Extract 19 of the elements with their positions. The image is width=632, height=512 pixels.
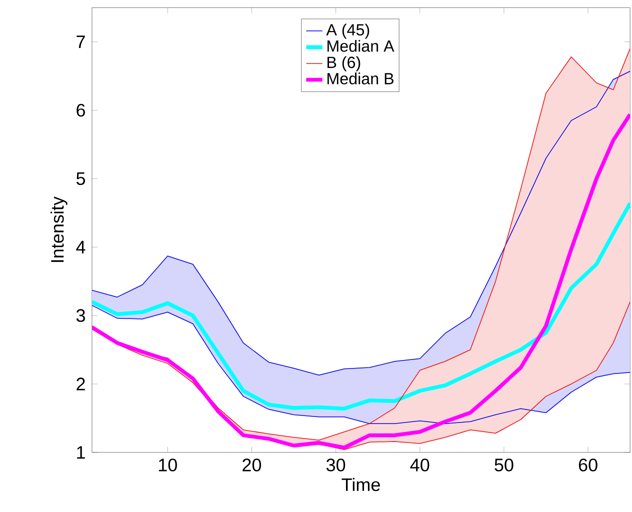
- y-tick-label: 5: [76, 172, 86, 185]
- x-tick-label: 20: [242, 458, 262, 472]
- y-tick-label: 1: [77, 446, 85, 458]
- y-tick-label: 4: [76, 240, 86, 254]
- y-tick-label: 6: [76, 104, 85, 116]
- x-tick-label: 40: [410, 458, 430, 472]
- legend-label: Median B: [328, 72, 394, 84]
- x-tick-label: 10: [158, 458, 177, 472]
- y-tick-label: 2: [76, 377, 85, 390]
- legend-label: Median A: [328, 40, 394, 52]
- legend-label: A (45): [326, 23, 370, 39]
- legend-label: B (6): [328, 56, 360, 72]
- x-tick-label: 50: [494, 458, 514, 472]
- y-axis-title: Intensity: [50, 196, 68, 262]
- x-axis-title: Time: [342, 478, 380, 491]
- x-tick-label: 60: [578, 458, 598, 472]
- x-tick-label: 30: [326, 458, 346, 472]
- y-tick-label: 3: [76, 308, 85, 322]
- y-tick-label: 7: [76, 35, 85, 48]
